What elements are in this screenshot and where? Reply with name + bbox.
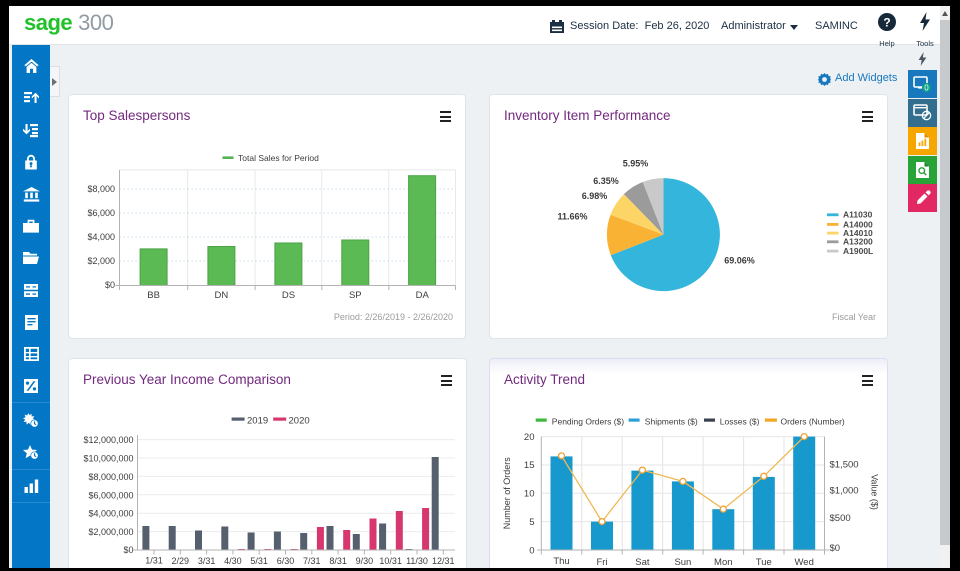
svg-text:Sun: Sun [674, 557, 691, 567]
svg-text:Mon: Mon [714, 557, 732, 567]
svg-text:6.98%: 6.98% [582, 191, 608, 201]
svg-text:Value ($): Value ($) [870, 474, 880, 510]
svg-text:$8,000: $8,000 [87, 184, 115, 194]
svg-text:$500: $500 [830, 513, 851, 524]
svg-text:$4,000: $4,000 [87, 232, 115, 242]
svg-text:2/29: 2/29 [172, 556, 190, 566]
svg-text:$0: $0 [105, 280, 115, 290]
svg-text:11/30: 11/30 [406, 556, 428, 566]
svg-text:Thu: Thu [553, 556, 569, 567]
svg-text:Fiscal Year: Fiscal Year [832, 312, 876, 322]
svg-text:0: 0 [924, 83, 929, 92]
svg-text:6.35%: 6.35% [593, 176, 619, 186]
svg-text:5: 5 [529, 517, 534, 528]
svg-text:$10,000,000: $10,000,000 [83, 454, 133, 464]
svg-text:DS: DS [282, 290, 295, 301]
svg-text:9/30: 9/30 [356, 556, 374, 566]
svg-text:$8,000,000: $8,000,000 [88, 472, 133, 482]
svg-text:$6,000: $6,000 [87, 208, 115, 218]
svg-text:A14010: A14010 [843, 228, 873, 238]
svg-text:69.06%: 69.06% [724, 256, 755, 266]
svg-text:A1900L: A1900L [843, 246, 873, 256]
svg-text:Number of Orders: Number of Orders [502, 457, 512, 530]
svg-text:A14000: A14000 [843, 219, 873, 229]
svg-text:6/30: 6/30 [277, 556, 295, 566]
svg-text:$4,000,000: $4,000,000 [88, 509, 133, 519]
svg-text:A11030: A11030 [843, 210, 873, 220]
svg-text:Fri: Fri [596, 557, 607, 567]
svg-text:2020: 2020 [289, 415, 310, 426]
svg-text:11.66%: 11.66% [557, 212, 587, 222]
svg-text:3/31: 3/31 [198, 556, 216, 566]
svg-text:Period: 2/26/2019 - 2/26/2020: Period: 2/26/2019 - 2/26/2020 [334, 312, 453, 322]
svg-text:$12,000,000: $12,000,000 [83, 435, 133, 445]
svg-text:DA: DA [416, 290, 430, 301]
svg-text:2019: 2019 [247, 415, 268, 426]
svg-text:Total Sales for Period: Total Sales for Period [238, 153, 319, 163]
svg-text:$6,000,000: $6,000,000 [88, 490, 133, 500]
svg-text:$0: $0 [830, 543, 841, 554]
svg-text:BB: BB [147, 290, 160, 301]
svg-text:15: 15 [524, 460, 535, 471]
svg-text:Tue: Tue [756, 557, 772, 567]
svg-text:5.95%: 5.95% [623, 159, 649, 169]
svg-text:A13200: A13200 [843, 237, 873, 247]
svg-text:5/31: 5/31 [250, 556, 268, 566]
svg-text:?: ? [883, 16, 890, 30]
svg-text:$2,000,000: $2,000,000 [88, 527, 133, 537]
svg-text:7/31: 7/31 [303, 556, 321, 566]
svg-text:Wed: Wed [795, 557, 814, 567]
svg-text:4/30: 4/30 [224, 556, 242, 566]
svg-text:12/31: 12/31 [432, 556, 455, 566]
svg-text:10: 10 [524, 489, 535, 500]
svg-text:1/31: 1/31 [145, 556, 163, 566]
svg-text:Losses ($): Losses ($) [720, 416, 760, 426]
svg-text:8/31: 8/31 [329, 556, 347, 566]
svg-text:Pending Orders ($): Pending Orders ($) [552, 416, 624, 426]
svg-text:Shipments ($): Shipments ($) [645, 416, 698, 426]
svg-text:10/31: 10/31 [379, 556, 402, 566]
svg-text:DN: DN [215, 290, 229, 301]
svg-text:Sat: Sat [635, 557, 650, 567]
svg-text:$1,500: $1,500 [830, 460, 859, 471]
svg-text:Orders (Number): Orders (Number) [781, 416, 845, 426]
svg-text:20: 20 [524, 432, 535, 443]
svg-text:$0: $0 [123, 545, 133, 555]
svg-text:SP: SP [349, 290, 362, 301]
svg-text:$1,000: $1,000 [830, 486, 859, 497]
svg-text:0: 0 [529, 545, 534, 556]
svg-text:$2,000: $2,000 [87, 256, 115, 266]
